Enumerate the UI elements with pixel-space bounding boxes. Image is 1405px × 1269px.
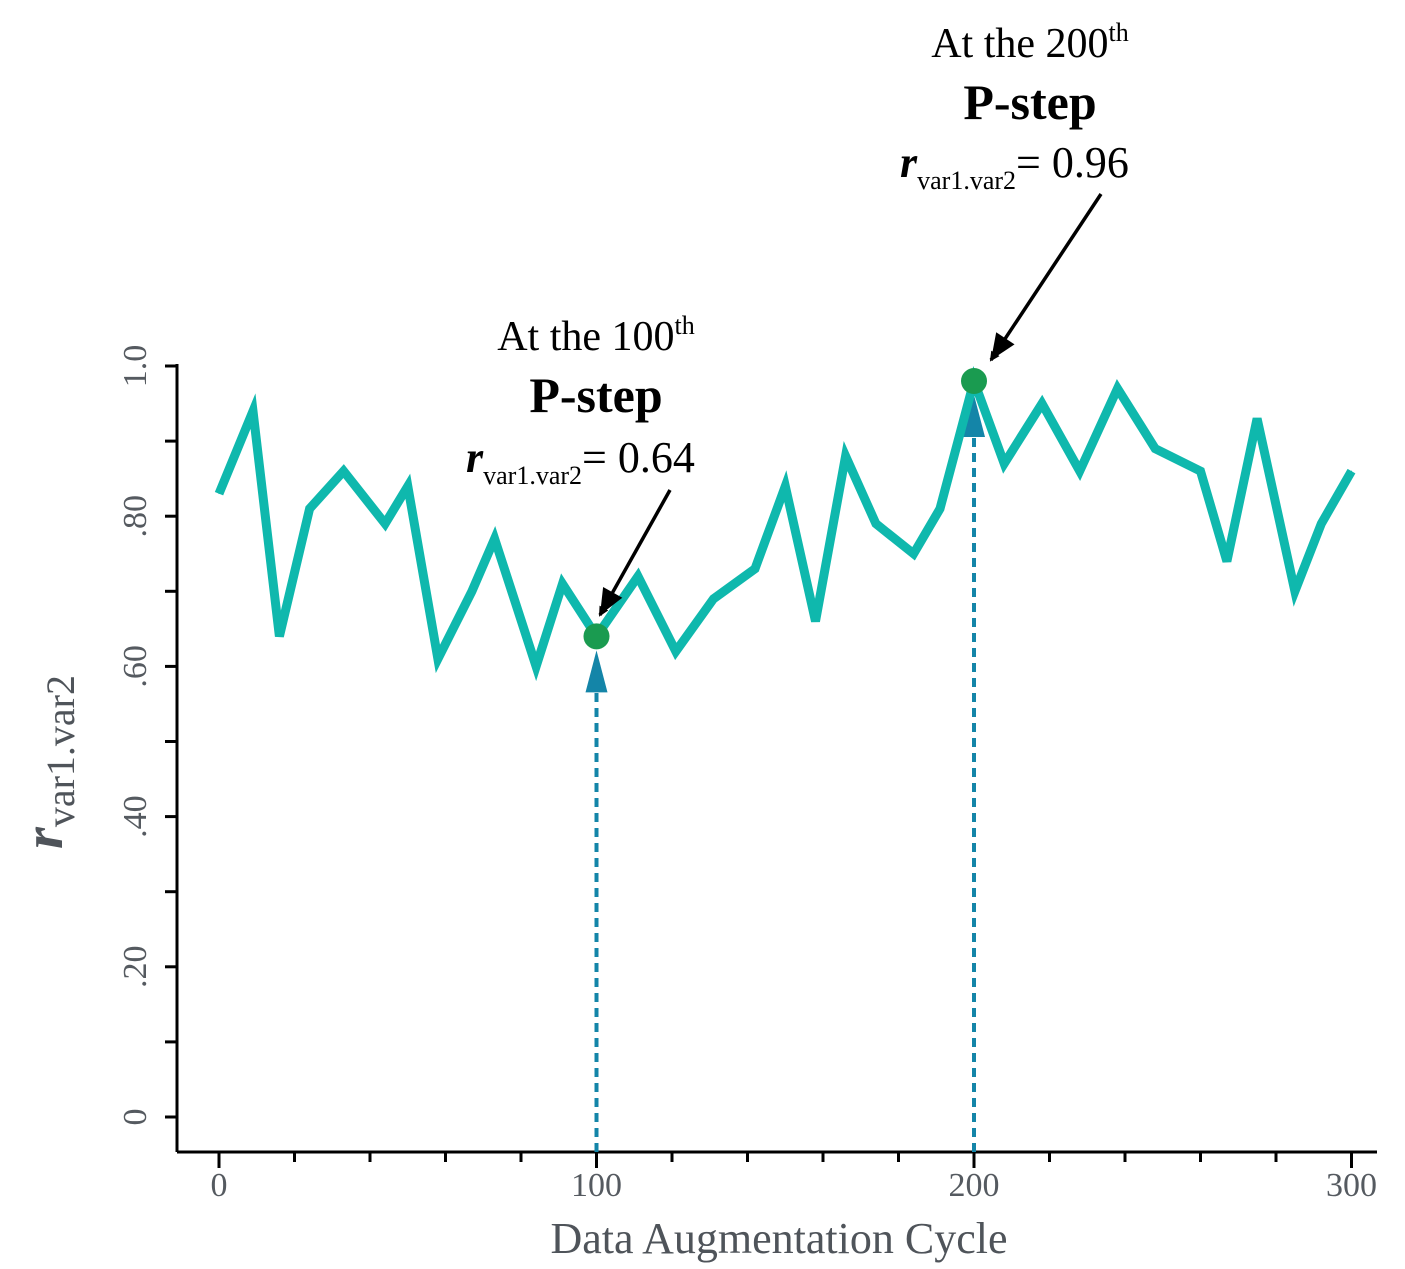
data-point	[713, 598, 715, 600]
x-tick-label: 200	[949, 1167, 1000, 1204]
data-point	[1116, 388, 1118, 390]
annotation-step: P-step	[963, 74, 1096, 130]
highlight-markers	[583, 368, 987, 650]
annotation-r-subscript: var1.var2	[917, 166, 1016, 195]
x-tick-label: 0	[211, 1167, 228, 1204]
annotation-r-number: = 0.96	[1016, 138, 1129, 187]
data-point	[845, 455, 847, 457]
annotation-title: At the 100th	[497, 311, 695, 360]
data-point	[535, 665, 537, 667]
data-point	[1079, 470, 1081, 472]
y-tick-label: .60	[117, 645, 154, 688]
tick-labels: 0 100 200 300 0 .20 .40 .60 .80 1.0	[117, 345, 1377, 1204]
data-point	[1351, 470, 1352, 472]
x-tick-label: 100	[571, 1167, 622, 1204]
x-tick-label: 300	[1326, 1167, 1377, 1204]
annotation-title: At the 200th	[931, 18, 1129, 67]
data-point	[494, 538, 496, 540]
data-point	[407, 485, 409, 487]
annotation-arrowhead	[991, 332, 1015, 360]
data-point	[437, 658, 439, 660]
data-point	[1200, 470, 1201, 472]
series-group	[214, 366, 1356, 682]
data-point	[1294, 590, 1296, 592]
data-point	[754, 568, 756, 570]
highlight-point-2	[961, 368, 987, 395]
data-point	[814, 620, 816, 622]
data-point	[309, 508, 311, 510]
data-point	[1003, 463, 1005, 465]
annotation-2: At the 200th P-step rvar1.var2= 0.96	[900, 18, 1129, 362]
annotation-title-text: At the 200	[931, 21, 1108, 67]
y-tick-label: .40	[117, 795, 154, 838]
data-point	[675, 650, 677, 652]
data-point	[384, 523, 386, 525]
data-point	[252, 410, 254, 412]
data-point	[913, 553, 915, 555]
data-point	[1256, 418, 1258, 420]
data-point	[784, 485, 786, 487]
y-axis-title-subscript: var1.var2	[38, 675, 83, 827]
annotation-title-sup: th	[1109, 18, 1129, 47]
data-point	[1226, 560, 1228, 562]
data-point	[471, 590, 473, 592]
axes	[175, 364, 1377, 1154]
annotation-r-symbol: r	[900, 138, 918, 187]
annotation-1: At the 100th P-step rvar1.var2= 0.64	[466, 311, 695, 617]
annotation-title-sup: th	[675, 311, 695, 340]
data-point	[1154, 448, 1156, 450]
y-tick-label: 0	[117, 1109, 154, 1126]
data-point	[278, 635, 280, 637]
annotation-r-subscript: var1.var2	[483, 461, 582, 490]
annotation-step: P-step	[529, 367, 662, 423]
data-point	[343, 470, 345, 472]
data-point	[218, 493, 220, 495]
tick-marks	[165, 364, 1353, 1168]
dashed-markers	[585, 395, 985, 1152]
annotation-r-symbol: r	[466, 433, 484, 482]
data-point	[1041, 403, 1043, 405]
annotation-title-text: At the 100	[497, 314, 674, 360]
series-line	[214, 366, 1356, 682]
y-tick-label: 1.0	[117, 345, 154, 388]
annotation-r-value: rvar1.var2= 0.64	[466, 433, 695, 490]
annotation-r-value: rvar1.var2= 0.96	[900, 138, 1129, 195]
dashed-arrowhead-2	[963, 395, 985, 438]
y-tick-label: .80	[117, 495, 154, 538]
highlight-point-1	[583, 623, 610, 650]
data-point	[562, 583, 564, 585]
y-axis-title-symbol: r	[13, 826, 75, 849]
y-tick-label: .20	[117, 946, 154, 989]
annotation-arrow	[989, 193, 1103, 362]
data-point	[1320, 523, 1322, 525]
y-axis-title: rvar1.var2	[13, 675, 83, 849]
data-point	[875, 523, 877, 525]
annotation-r-number: = 0.64	[582, 433, 695, 482]
x-axis-title: Data Augmentation Cycle	[551, 1214, 1008, 1263]
annotation-arrowhead	[600, 586, 623, 615]
data-point	[637, 575, 639, 577]
dashed-arrowhead-1	[585, 650, 608, 693]
data-point	[939, 508, 941, 510]
